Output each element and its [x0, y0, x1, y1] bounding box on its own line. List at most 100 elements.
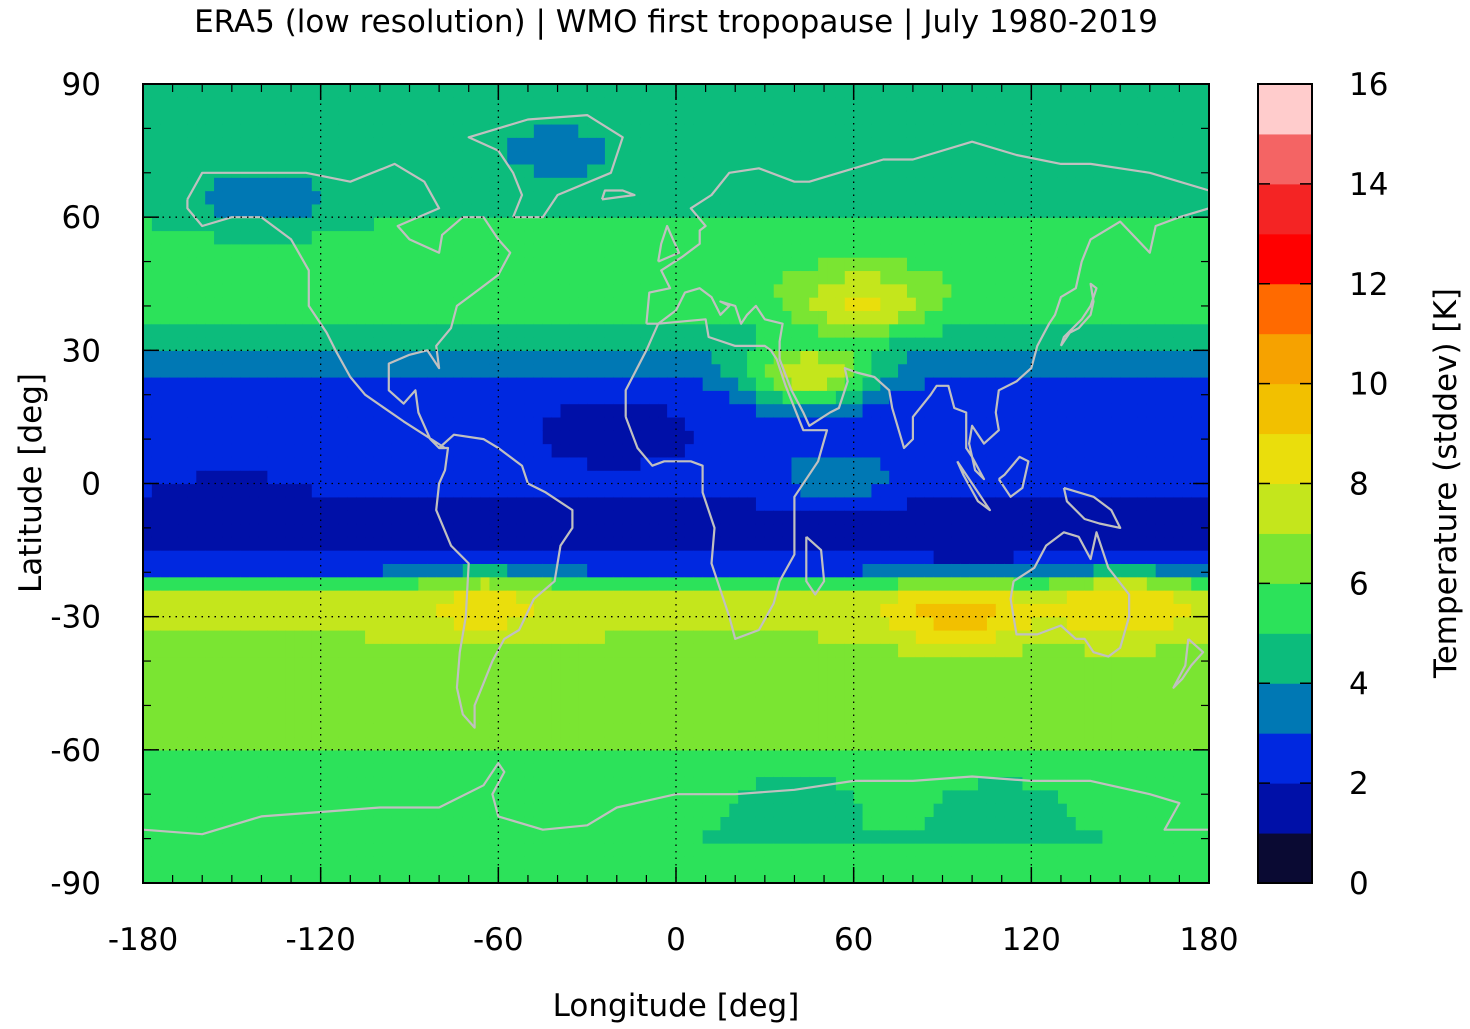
- heatmap-cell: [356, 243, 366, 258]
- heatmap-cell: [356, 536, 366, 551]
- heatmap-cell: [294, 110, 304, 125]
- heatmap-cell: [747, 310, 757, 325]
- heatmap-cell: [551, 416, 562, 431]
- heatmap-cell: [231, 869, 242, 883]
- heatmap-cell: [782, 203, 793, 218]
- heatmap-cell: [533, 550, 544, 564]
- heatmap-cell: [240, 190, 251, 205]
- heatmap-cell: [818, 470, 828, 485]
- heatmap-cell: [427, 603, 437, 618]
- heatmap-cell: [480, 297, 491, 311]
- heatmap-cell: [587, 310, 597, 325]
- heatmap-cell: [711, 803, 722, 818]
- heatmap-cell: [604, 816, 615, 831]
- heatmap-cell: [844, 776, 855, 791]
- heatmap-cell: [143, 390, 153, 405]
- heatmap-cell: [462, 230, 473, 245]
- heatmap-cell: [178, 97, 189, 112]
- heatmap-cell: [445, 643, 455, 658]
- heatmap-cell: [524, 669, 535, 684]
- heatmap-cell: [604, 416, 615, 431]
- heatmap-cell: [596, 456, 606, 471]
- heatmap-cell: [222, 723, 233, 738]
- heatmap-cell: [578, 350, 588, 365]
- heatmap-cell: [862, 816, 873, 831]
- heatmap-cell: [711, 310, 722, 325]
- heatmap-cell: [862, 283, 873, 298]
- heatmap-cell: [649, 616, 659, 631]
- heatmap-cell: [827, 576, 837, 591]
- heatmap-cell: [320, 217, 331, 232]
- heatmap-cell: [667, 803, 677, 818]
- heatmap-cell: [542, 297, 553, 311]
- heatmap-cell: [640, 376, 650, 391]
- heatmap-cell: [258, 190, 268, 205]
- heatmap-cell: [676, 843, 686, 857]
- heatmap-cell: [676, 150, 686, 165]
- heatmap-cell: [196, 84, 206, 98]
- heatmap-cell: [533, 643, 544, 658]
- heatmap-cell: [516, 470, 526, 485]
- heatmap-cell: [711, 669, 722, 684]
- heatmap-cell: [249, 590, 260, 604]
- heatmap-cell: [658, 723, 668, 738]
- heatmap-cell: [658, 696, 668, 711]
- heatmap-cell: [338, 390, 348, 405]
- heatmap-cell: [480, 696, 491, 711]
- heatmap-cell: [169, 763, 180, 778]
- heatmap-cell: [720, 456, 730, 471]
- heatmap-cell: [143, 563, 153, 578]
- heatmap-cell: [755, 376, 766, 391]
- heatmap-cell: [187, 709, 197, 724]
- heatmap-cell: [427, 97, 437, 112]
- heatmap-cell: [524, 243, 535, 258]
- heatmap-cell: [143, 683, 153, 698]
- heatmap-cell: [516, 603, 526, 618]
- heatmap-cell: [835, 203, 846, 218]
- heatmap-cell: [684, 856, 695, 871]
- heatmap-cell: [631, 243, 642, 258]
- heatmap-cell: [356, 736, 366, 751]
- heatmap-cell: [498, 669, 508, 684]
- heatmap-cell: [800, 723, 810, 738]
- heatmap-cell: [258, 150, 268, 165]
- heatmap-cell: [498, 430, 508, 445]
- heatmap-cell: [604, 723, 615, 738]
- heatmap-cell: [658, 856, 668, 871]
- heatmap-cell: [418, 869, 428, 883]
- heatmap-cell: [622, 563, 633, 578]
- heatmap-cell: [853, 230, 864, 245]
- heatmap-cell: [338, 110, 348, 125]
- heatmap-cell: [498, 137, 508, 152]
- heatmap-cell: [445, 656, 455, 671]
- heatmap-cell: [231, 230, 242, 245]
- heatmap-cell: [676, 816, 686, 831]
- heatmap-cell: [809, 337, 819, 351]
- heatmap-cell: [560, 310, 570, 325]
- heatmap-cell: [640, 430, 650, 445]
- heatmap-cell: [578, 270, 588, 285]
- heatmap-cell: [409, 243, 419, 258]
- heatmap-cell: [222, 483, 233, 498]
- heatmap-cell: [302, 270, 313, 285]
- heatmap-cell: [640, 763, 650, 778]
- heatmap-cell: [214, 629, 224, 644]
- heatmap-cell: [222, 217, 233, 232]
- heatmap-cell: [640, 723, 650, 738]
- heatmap-cell: [667, 483, 677, 498]
- heatmap-cell: [693, 736, 704, 751]
- heatmap-cell: [862, 483, 873, 498]
- heatmap-cell: [658, 470, 668, 485]
- heatmap-cell: [702, 576, 713, 591]
- heatmap-cell: [729, 736, 739, 751]
- heatmap-cell: [365, 590, 375, 604]
- heatmap-cell: [551, 510, 562, 525]
- heatmap-cell: [258, 763, 268, 778]
- heatmap-cell: [702, 243, 713, 258]
- heatmap-cell: [560, 190, 570, 205]
- heatmap-cell: [276, 416, 286, 431]
- heatmap-cell: [187, 217, 197, 232]
- heatmap-cell: [453, 390, 464, 405]
- heatmap-cell: [311, 257, 322, 272]
